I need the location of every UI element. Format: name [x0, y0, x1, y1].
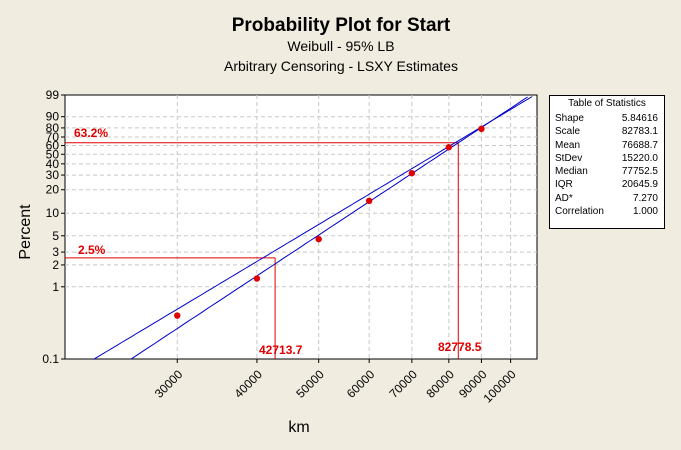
y-tick-label: 3 — [52, 245, 59, 259]
annotation-x-63-2: 82778.5 — [438, 340, 482, 354]
stats-row-median: Median 77752.5 — [550, 165, 664, 178]
x-tick-label: 50000 — [293, 367, 327, 401]
plot-area — [64, 94, 538, 360]
annotation-x-2-5: 42713.7 — [259, 343, 303, 357]
x-tick-label: 70000 — [386, 367, 420, 401]
stats-label: Scale — [555, 126, 581, 138]
chart-title: Probability Plot for Start — [232, 15, 451, 36]
data-point — [253, 275, 261, 282]
stats-row-stdev: StDev 15220.0 — [550, 152, 664, 165]
data-point — [445, 144, 453, 151]
y-tick-label: 80 — [46, 121, 60, 135]
data-point — [315, 235, 322, 243]
stats-row-scale: Scale 82783.1 — [550, 125, 664, 138]
reference-lines — [65, 142, 459, 359]
y-tick-label: 70 — [46, 130, 60, 144]
chart-subtitle-2: Arbitrary Censoring - LSXY Estimates — [224, 58, 458, 74]
y-tick-label: 10 — [46, 206, 60, 220]
y-tick-label: 99 — [46, 88, 60, 102]
fit-lines — [93, 96, 533, 360]
stats-value: 20645.9 — [621, 179, 658, 191]
statistics-table: Table of Statistics Shape 5.84616 Scale 82… — [549, 95, 665, 229]
y-tick-label: 2 — [52, 258, 59, 272]
stats-label: Correlation — [555, 206, 604, 218]
x-tick-label: 40000 — [232, 367, 266, 401]
y-tick-label: 40 — [46, 157, 60, 171]
stats-label: Mean — [555, 139, 581, 151]
stats-row-correlation: Correlation 1.000 — [550, 205, 664, 218]
x-tick-label: 80000 — [423, 367, 457, 401]
y-tick-label: 20 — [46, 183, 60, 197]
annotation-2-5: 2.5% — [78, 243, 106, 257]
statistics-table-title: Table of Statistics — [568, 98, 646, 109]
y-tick-label: 1 — [52, 280, 59, 294]
y-tick-label: 5 — [52, 229, 59, 243]
stats-value: 77752.5 — [621, 166, 658, 178]
fitted-line — [130, 96, 528, 360]
y-axis-label: Percent — [17, 204, 34, 260]
y-tick-label: 50 — [46, 147, 60, 161]
data-points — [174, 125, 485, 319]
y-tick-label: 0.1 — [42, 352, 59, 366]
x-axis-label: km — [288, 419, 309, 436]
stats-value: 76688.7 — [621, 139, 658, 151]
stats-value: 15220.0 — [621, 152, 658, 164]
stats-label: StDev — [555, 152, 583, 164]
stats-row-mean: Mean 76688.7 — [550, 139, 664, 152]
stats-value: 7.270 — [632, 192, 658, 204]
stats-row-iqr: IQR 20645.9 — [550, 178, 664, 191]
stats-row-ad: AD* 7.270 — [550, 192, 664, 205]
data-point — [365, 197, 373, 205]
x-tick-label: 100000 — [481, 367, 519, 405]
data-point — [408, 170, 416, 177]
annotation-63-2: 63.2% — [74, 126, 108, 140]
x-tick-label: 30000 — [152, 367, 186, 401]
stats-label: Shape — [555, 113, 584, 124]
stats-value: 82783.1 — [621, 126, 658, 138]
y-tick-label: 90 — [46, 110, 60, 124]
stats-value: 5.84616 — [621, 113, 658, 124]
x-tick-labels: 30000 40000 50000 60000 70000 80000 9000010000… — [152, 367, 519, 405]
y-tick-label: 30 — [46, 168, 60, 182]
stats-value: 1.000 — [632, 206, 658, 218]
lower-bound-line — [93, 96, 533, 360]
chart-subtitle-1: Weibull - 95% LB — [287, 38, 394, 54]
stats-label: IQR — [555, 179, 573, 191]
x-tick-label: 60000 — [344, 367, 378, 401]
stats-label: Median — [555, 166, 588, 178]
stats-row-shape: Shape 5.84616 — [550, 112, 664, 125]
data-point — [174, 312, 181, 319]
stats-label: AD* — [555, 192, 573, 204]
y-tick-label: 60 — [46, 139, 60, 153]
data-point — [478, 125, 485, 133]
